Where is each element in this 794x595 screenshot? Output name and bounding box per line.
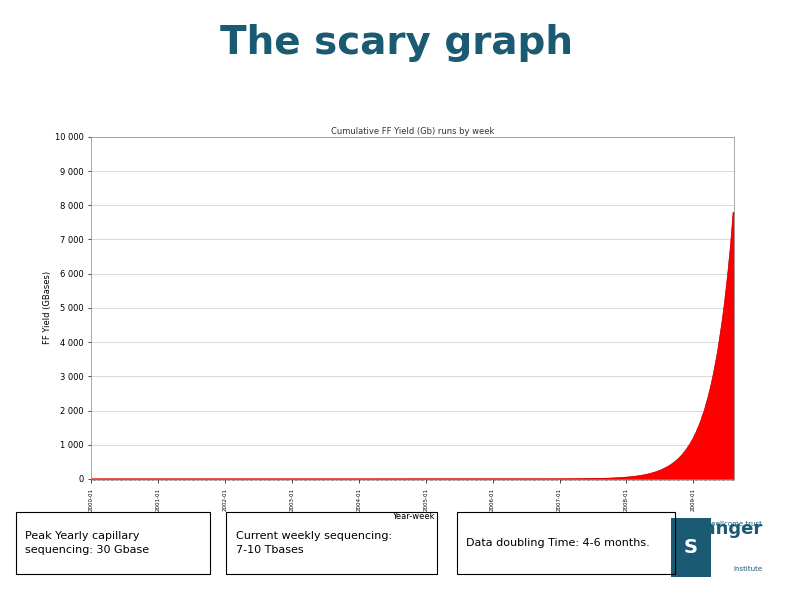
Text: institute: institute (733, 566, 762, 572)
Text: The scary graph: The scary graph (221, 24, 573, 62)
Text: S: S (684, 538, 698, 557)
Text: Current weekly sequencing:
7-10 Tbases: Current weekly sequencing: 7-10 Tbases (236, 531, 392, 555)
Y-axis label: FF Yield (GBases): FF Yield (GBases) (43, 271, 52, 345)
Text: sanger: sanger (693, 521, 762, 538)
X-axis label: Year-week: Year-week (391, 512, 434, 521)
Text: Data doubling Time: 4-6 months.: Data doubling Time: 4-6 months. (466, 538, 649, 548)
Title: Cumulative FF Yield (Gb) runs by week: Cumulative FF Yield (Gb) runs by week (331, 127, 495, 136)
Text: wellcome trust: wellcome trust (711, 521, 762, 527)
Text: Peak Yearly capillary
sequencing: 30 Gbase: Peak Yearly capillary sequencing: 30 Gba… (25, 531, 149, 555)
